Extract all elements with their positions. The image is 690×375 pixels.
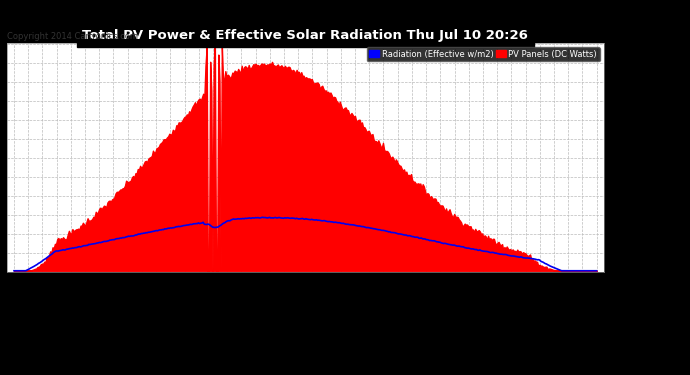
Legend: Radiation (Effective w/m2), PV Panels (DC Watts): Radiation (Effective w/m2), PV Panels (D…: [366, 47, 600, 61]
Text: Copyright 2014 Cartronics.com: Copyright 2014 Cartronics.com: [7, 32, 138, 41]
Title: Total PV Power & Effective Solar Radiation Thu Jul 10 20:26: Total PV Power & Effective Solar Radiati…: [82, 29, 529, 42]
